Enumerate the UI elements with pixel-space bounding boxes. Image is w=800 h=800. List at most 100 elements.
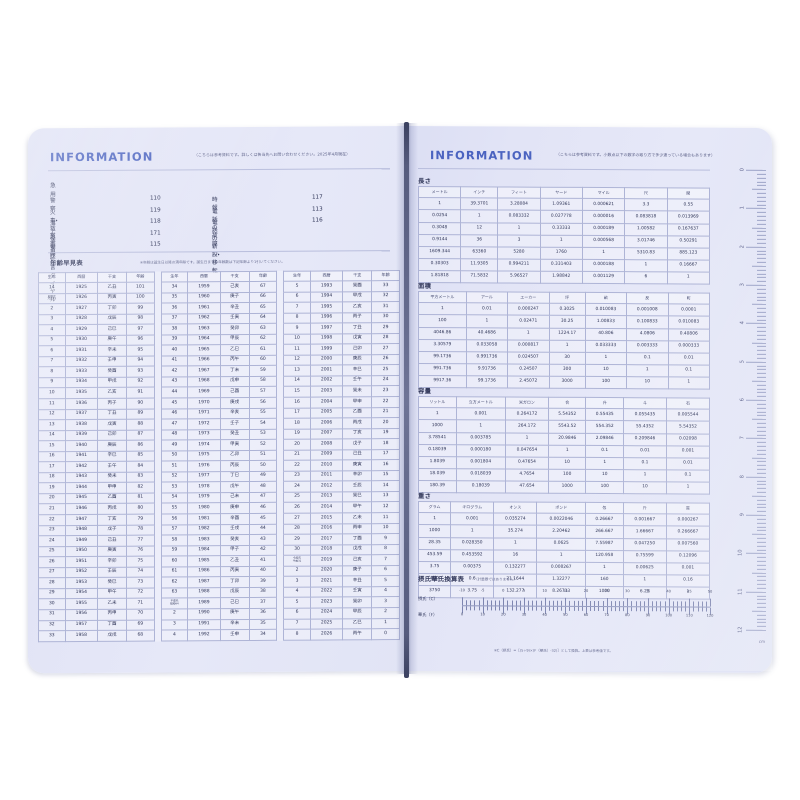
year-table-cell: 1983 [187,534,221,546]
year-table-cell: 庚午 [220,608,250,620]
area-col-header: 反 [626,292,668,305]
year-table-cell: 57 [249,386,277,398]
weight-cell: 0.12096 [666,550,710,563]
volume-cell: 554.352 [585,420,624,434]
temperature-footnote: ※C（摂氏）=［(5÷9)×(F（華氏）-32)］として換算。上表は参考値です。 [494,648,613,654]
length-cell: 0.9144 [418,234,461,247]
length-col-header: フィート [497,186,541,199]
year-table-cell: 1930 [65,335,98,346]
year-table-cell: 1947 [65,514,98,526]
year-table-cell: 16 [38,451,66,463]
area-cell: 300 [549,364,586,377]
year-table-cell: 1955 [65,598,98,610]
year-table-cell: 51 [249,450,277,461]
volume-cell: 1 [418,407,457,421]
year-table-cell: 乙酉 [342,407,372,419]
year-table-cell: 乙巳 [342,618,372,629]
year-table-cell: 26 [38,556,66,568]
ruler-tick [757,346,766,347]
year-table-cell: 1996 [310,312,343,324]
year-table-cell: 79 [126,514,155,525]
year-table-cell: 81 [126,493,155,504]
weight-cell: 28.35 [418,537,451,550]
temperature-tick [552,600,554,606]
length-cell: 0.013969 [667,211,710,224]
length-row: 1.81818 71.5832 5.96527 1.98842 0.001129 6 1 [418,270,710,285]
weight-cell: 1 [493,537,537,550]
year-table-cell: 辛未 [220,618,250,630]
temperature-tick [577,606,579,611]
area-cell: 0.024507 [507,351,549,365]
temperature-tick [536,600,537,606]
ruler-tick [757,200,766,202]
area-cell: 99.1736 [466,375,508,389]
year-table-group-spacer [154,376,162,388]
year-table-cell: 戊午 [220,481,250,493]
area-col-header: アール [466,291,508,304]
year-table-cell: 52 [249,439,277,451]
area-cell: 4046.86 [418,327,467,340]
year-table-cell: 19 [38,482,66,494]
ruler-tick [746,553,766,554]
length-col-header: 間 [667,187,710,200]
year-table-cell: 2024 [310,607,343,619]
temperature-tick [561,606,562,611]
year-table-cell: 1998 [310,333,343,345]
year-table-cell: 乙未 [342,512,372,524]
temperature-tick [697,607,699,612]
emergency-entry-number: 118 [150,218,161,225]
year-table-cell: 1984 [187,545,221,557]
year-table-cell: 1989 [187,598,221,609]
temperature-tick [519,606,521,611]
length-conversion-table: メートル インチ フィート ヤード マイル尺間 1 39.3701 3.28084 1.0936… [418,186,710,285]
ruler-tick [757,369,766,370]
ruler-tick [746,629,766,631]
ruler-tick [757,338,766,340]
year-table-cell: 癸卯 [220,323,250,335]
year-table-cell: 7 [371,554,400,566]
volume-col-header: 合 [548,397,586,409]
ruler-tick [757,541,766,543]
ruler-number: 5 [739,359,746,364]
year-table-cell: 丁亥 [342,428,372,440]
ruler-tick [757,234,766,236]
year-table-cell: 24 [371,375,400,387]
temperature-tick [693,601,694,607]
temperature-tick [602,607,604,612]
ruler-tick [757,319,766,320]
temperature-tick [685,607,686,612]
ruler-tick [757,177,766,179]
length-cell: 6 [624,271,668,284]
year-table-cell: 丁卯 [97,303,127,315]
ruler-tick [752,533,766,535]
area-cell: 0.1 [626,352,668,365]
year-table-cell: 丙戌 [342,417,372,429]
year-table-cell: 50 [161,450,188,462]
area-cell: 99.1736 [418,351,467,364]
temperature-tick [590,600,591,606]
year-table-cell: 癸巳 [342,491,372,503]
year-table-cell: 戊申 [220,376,250,388]
length-cell: 5280 [497,246,541,260]
year-table-cell: 2 [283,565,311,577]
length-col-header: ヤード [540,187,583,199]
year-table-cell: 8 [283,629,311,640]
volume-conversion-table: リットル 立方メートル 米ガロン合升斗石 1 0.001 0.264172 5.54352 0… [418,396,710,495]
right-page-content: INFORMATION （こちらは参考資料です。小数点以下の数字の取り方で多少違… [408,126,772,673]
year-table-col-header: 西暦 [65,272,98,283]
temperature-tick [623,607,624,612]
year-table-cell: 29 [283,534,311,545]
year-table-cell: 甲午 [342,502,372,513]
length-cell: 0.027778 [540,210,583,223]
area-cell: 0.1 [668,364,710,378]
temperature-tick [573,606,575,611]
area-cell: 0.02471 [507,315,549,328]
length-cell: 0.33333 [540,222,583,236]
ruler-tick [746,514,766,516]
year-table-cell: 丙申 [97,609,127,620]
area-cell: 991.736 [418,363,467,376]
year-table-cell: 43 [161,376,188,388]
weight-cell: 0.000267 [666,514,710,527]
ruler-tick [757,545,766,547]
year-table-group-spacer [276,312,284,324]
